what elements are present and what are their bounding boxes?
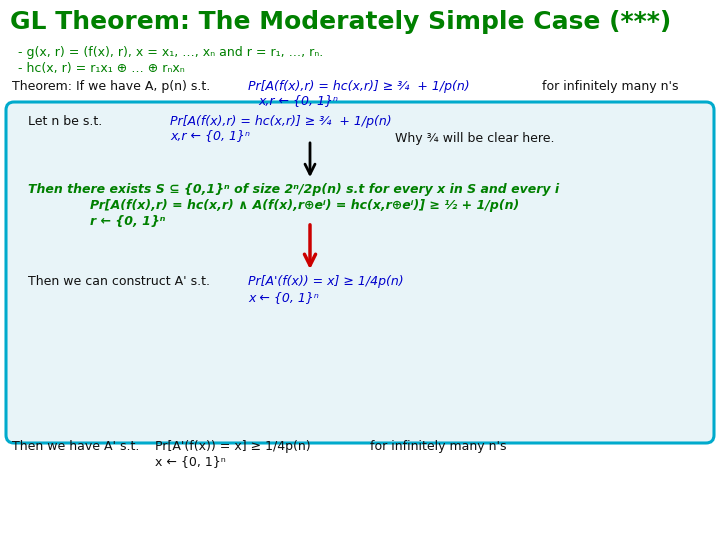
Text: x ← {0, 1}ⁿ: x ← {0, 1}ⁿ [248,291,319,304]
Text: Pr[A(f(x),r) = hc(x,r) ∧ A(f(x),r⊕eⁱ) = hc(x,r⊕eⁱ)] ≥ ½ + 1/p(n): Pr[A(f(x),r) = hc(x,r) ∧ A(f(x),r⊕eⁱ) = … [90,199,519,212]
Text: - g(x, r) = (f(x), r), x = x₁, …, xₙ and r = r₁, …, rₙ.: - g(x, r) = (f(x), r), x = x₁, …, xₙ and… [18,46,323,59]
Text: Then there exists S ⊆ {0,1}ⁿ of size 2ⁿ/2p(n) s.t for every x in S and every i: Then there exists S ⊆ {0,1}ⁿ of size 2ⁿ/… [28,183,559,196]
Text: Theorem: If we have A, p(n) s.t.: Theorem: If we have A, p(n) s.t. [12,80,210,93]
Text: Pr[A'(f(x)) = x] ≥ 1/4p(n): Pr[A'(f(x)) = x] ≥ 1/4p(n) [155,440,310,453]
Text: for infinitely many n's: for infinitely many n's [542,80,678,93]
Text: Pr[A(f(x),r) = hc(x,r)] ≥ ¾  + 1/p(n): Pr[A(f(x),r) = hc(x,r)] ≥ ¾ + 1/p(n) [170,115,392,128]
Text: x,r ← {0, 1}ⁿ: x,r ← {0, 1}ⁿ [258,94,338,107]
FancyBboxPatch shape [6,102,714,443]
Text: - hc(x, r) = r₁x₁ ⊕ … ⊕ rₙxₙ: - hc(x, r) = r₁x₁ ⊕ … ⊕ rₙxₙ [18,62,185,75]
Text: x ← {0, 1}ⁿ: x ← {0, 1}ⁿ [155,455,226,468]
Text: Then we have A' s.t.: Then we have A' s.t. [12,440,140,453]
Text: Then we can construct A' s.t.: Then we can construct A' s.t. [28,275,210,288]
Text: Let n be s.t.: Let n be s.t. [28,115,102,128]
Text: x,r ← {0, 1}ⁿ: x,r ← {0, 1}ⁿ [170,129,250,142]
Text: Pr[A'(f(x)) = x] ≥ 1/4p(n): Pr[A'(f(x)) = x] ≥ 1/4p(n) [248,275,404,288]
Text: Pr[A(f(x),r) = hc(x,r)] ≥ ¾  + 1/p(n): Pr[A(f(x),r) = hc(x,r)] ≥ ¾ + 1/p(n) [248,80,469,93]
Text: r ← {0, 1}ⁿ: r ← {0, 1}ⁿ [90,215,166,228]
Text: for infinitely many n's: for infinitely many n's [370,440,506,453]
Text: GL Theorem: The Moderately Simple Case (***): GL Theorem: The Moderately Simple Case (… [10,10,671,34]
Text: Why ¾ will be clear here.: Why ¾ will be clear here. [395,132,554,145]
